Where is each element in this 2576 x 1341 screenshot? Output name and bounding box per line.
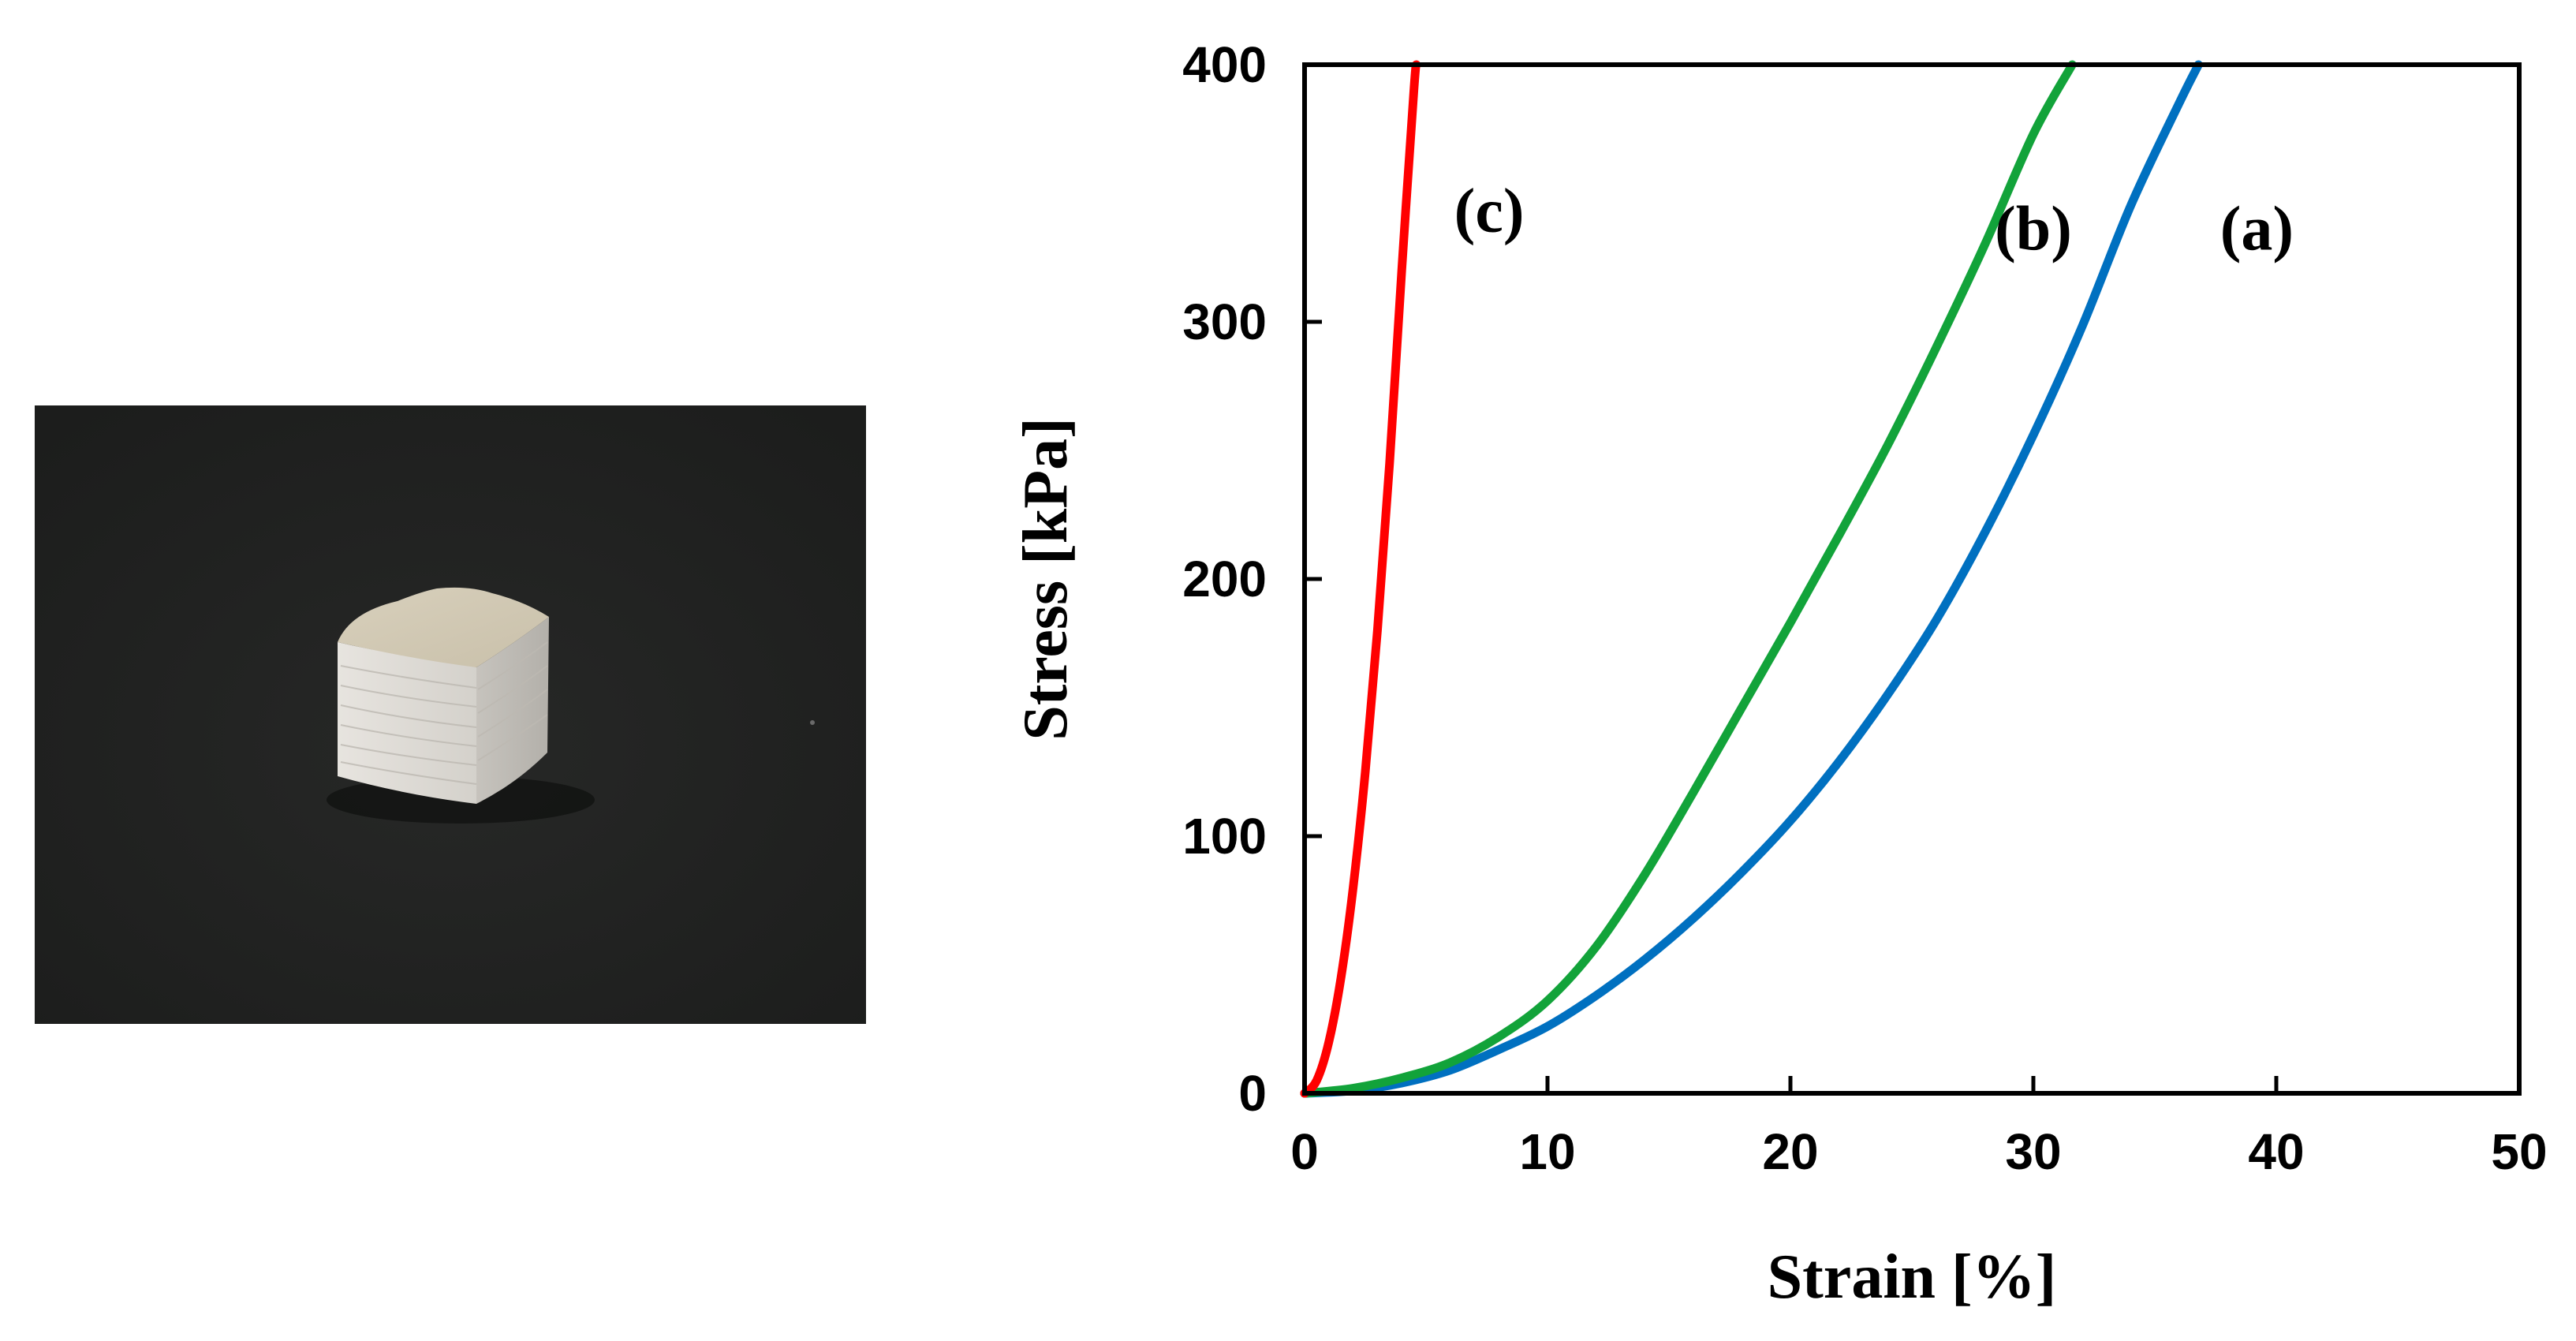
x-tick-label: 0 [1290,1123,1319,1180]
x-tick-label: 20 [1762,1123,1818,1180]
series-line-b [1300,60,2077,1098]
sample-photo [35,405,866,1024]
x-tick-label: 30 [2005,1123,2061,1180]
dust-speck [810,720,815,725]
cube-side-face [476,617,549,804]
x-tick-label: 10 [1519,1123,1575,1180]
y-tick-label: 400 [1182,36,1267,93]
y-tick-label: 0 [1238,1065,1267,1122]
sample-photo-image [35,405,866,1024]
y-tick-label: 100 [1182,808,1267,865]
plot-lines [1300,60,2203,1098]
y-tick-label: 300 [1182,293,1267,350]
x-axis-title: Strain [%] [1768,1242,2057,1312]
x-tick-label: 50 [2491,1123,2547,1180]
series-label-c: (c) [1454,177,1525,246]
series-label-b: (b) [1995,195,2072,264]
series-label-a: (a) [2220,195,2294,264]
series-labels: (c) (b) (a) [1454,177,2294,264]
series-line-c [1300,60,1421,1098]
series-line-a [1300,60,2203,1098]
y-tick-label: 200 [1182,551,1267,607]
x-tick-label: 40 [2248,1123,2304,1180]
cube-top-face [338,587,549,667]
cube-layers [340,641,548,785]
y-axis-title: Stress [kPa] [1011,417,1081,741]
axis-tick-labels: 0 10 20 30 40 50 0 100 200 300 400 [1182,36,2547,1180]
axis-ticks [1302,62,2522,1096]
